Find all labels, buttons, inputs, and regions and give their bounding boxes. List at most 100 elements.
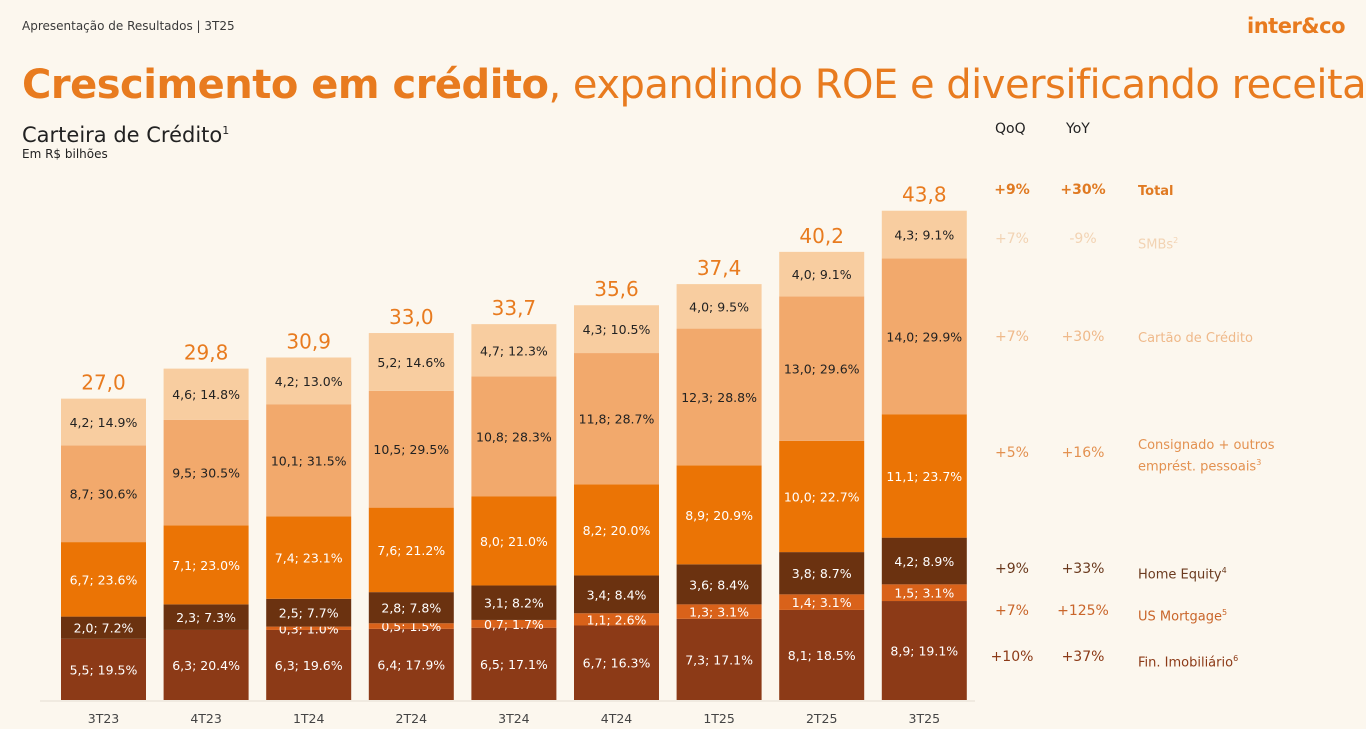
- segment-label: 8,9; 19.1%: [890, 644, 958, 659]
- footnote-marker: 6: [1233, 654, 1239, 663]
- bar-total-label: 33,7: [492, 296, 537, 320]
- segment-label: 12,3; 28.8%: [681, 390, 757, 405]
- bar-segment: [881, 537, 967, 585]
- bar-total-label: 33,0: [389, 305, 434, 329]
- segment-label: 3,1; 8.2%: [484, 596, 544, 611]
- bar-segment: [574, 305, 659, 354]
- segment-label: 5,2; 14.6%: [377, 355, 445, 370]
- segment-label: 8,2; 20.0%: [583, 523, 651, 538]
- segment-label: 7,6; 21.2%: [377, 543, 445, 558]
- bar-total-label: 40,2: [799, 224, 844, 248]
- segment-label: 4,6; 14.8%: [172, 387, 240, 402]
- yoy-value: +30%: [1060, 182, 1106, 198]
- segment-label: 8,0; 21.0%: [480, 534, 548, 549]
- qoq-value: +9%: [994, 182, 1030, 198]
- x-tick-label: 1T24: [293, 711, 325, 726]
- bar-segment: [163, 629, 249, 700]
- bar-segment: [574, 613, 659, 626]
- bar-segment: [266, 598, 352, 627]
- bar-segment: [881, 258, 967, 415]
- bar-segment: [676, 284, 762, 329]
- segment-label: 1,1; 2.6%: [587, 612, 647, 627]
- bar-segment: [676, 564, 762, 605]
- segment-label: 2,0; 7.2%: [74, 621, 134, 636]
- bar-segment: [676, 618, 762, 700]
- segment-label: 2,3; 7.3%: [176, 610, 236, 625]
- bar-segment: [368, 628, 454, 700]
- bar-segment: [676, 604, 762, 619]
- bar-segment: [779, 296, 865, 441]
- bar-total-label: 30,9: [286, 330, 331, 354]
- qoq-value: +7%: [995, 603, 1029, 619]
- qoq-value: +5%: [995, 445, 1029, 461]
- bar-segment: [881, 414, 967, 538]
- yoy-value: +37%: [1061, 649, 1105, 665]
- x-tick-label: 3T23: [88, 711, 120, 726]
- segment-label: 7,3; 17.1%: [685, 652, 753, 667]
- x-tick-label: 2T25: [806, 711, 838, 726]
- bar-2T25: 8,1; 18.5% 1,4; 3.1% 3,8; 8.7% 10,0; 22.7% 1…: [779, 224, 865, 726]
- bar-segment: [779, 594, 865, 610]
- bar-segment: [471, 619, 557, 628]
- yoy-header: YoY: [1066, 121, 1090, 137]
- segment-label: 4,0; 9.1%: [792, 267, 852, 282]
- bar-segment: [163, 368, 249, 420]
- segment-label: 9,5; 30.5%: [172, 466, 240, 481]
- bar-segment: [676, 465, 762, 565]
- bar-segment: [266, 516, 352, 599]
- x-tick-label: 4T24: [601, 711, 633, 726]
- bar-segment: [574, 575, 659, 614]
- segment-label: 10,5; 29.5%: [373, 442, 449, 457]
- segment-label: 11,8; 28.7%: [579, 412, 655, 427]
- bar-segment: [163, 525, 249, 605]
- segment-label: 8,7; 30.6%: [70, 487, 138, 502]
- segment-label: 0,7; 1.7%: [484, 617, 544, 632]
- series-legend-label: US Mortgage5: [1138, 608, 1228, 625]
- segment-label: 10,0; 22.7%: [784, 490, 860, 505]
- bar-segment: [368, 333, 454, 391]
- yoy-value: +33%: [1061, 561, 1105, 577]
- segment-label: 2,8; 7.8%: [381, 601, 441, 616]
- bar-segment: [881, 601, 967, 700]
- bar-segment: [61, 398, 146, 446]
- yoy-value: -9%: [1069, 231, 1097, 247]
- chart-title-footnote: 1: [222, 124, 230, 137]
- bar-segment: [676, 328, 762, 466]
- bar-total-label: 29,8: [184, 341, 229, 365]
- bar-segment: [574, 484, 659, 576]
- segment-label: 2,5; 7.7%: [279, 606, 339, 621]
- series-legend-label: Total: [1138, 184, 1174, 199]
- bar-segment: [368, 390, 454, 508]
- segment-label: 4,3; 9.1%: [894, 228, 954, 243]
- qoq-header: QoQ: [995, 121, 1026, 137]
- footnote-marker: 5: [1221, 608, 1228, 617]
- segment-label: 4,2; 13.0%: [275, 374, 343, 389]
- segment-label: 6,4; 17.9%: [377, 657, 445, 672]
- bar-segment: [779, 251, 865, 297]
- footnote-marker: 4: [1221, 566, 1227, 575]
- bar-segment: [368, 623, 454, 629]
- bar-segment: [61, 445, 146, 543]
- page-title: Crescimento em crédito, expandindo ROE e…: [22, 62, 1366, 108]
- footnote-marker: 3: [1256, 458, 1262, 467]
- bar-3T23: 5,5; 19.5% 2,0; 7.2% 6,7; 23.6% 8,7; 30.6% 4…: [61, 371, 146, 726]
- qoq-value: +9%: [995, 561, 1029, 577]
- bar-segment: [163, 419, 249, 526]
- bar-segment: [779, 609, 865, 700]
- bar-segment: [471, 376, 557, 497]
- segment-label: 4,2; 14.9%: [70, 415, 138, 430]
- segment-label: 7,1; 23.0%: [172, 558, 240, 573]
- bar-segment: [266, 629, 352, 700]
- segment-label: 5,5; 19.5%: [70, 662, 138, 677]
- segment-label: 1,5; 3.1%: [894, 586, 954, 601]
- series-legend-label: Fin. Imobiliário6: [1138, 654, 1239, 671]
- x-tick-label: 1T25: [703, 711, 735, 726]
- bar-4T24: 6,7; 16.3% 1,1; 2.6% 3,4; 8.4% 8,2; 20.0% 11…: [574, 277, 659, 726]
- segment-label: 8,9; 20.9%: [685, 508, 753, 523]
- bar-total-label: 37,4: [697, 256, 742, 280]
- segment-label: 10,1; 31.5%: [271, 453, 347, 468]
- chart-unit-label: Em R$ bilhões: [22, 147, 108, 161]
- qoq-value: +7%: [995, 231, 1029, 247]
- x-tick-label: 2T24: [396, 711, 428, 726]
